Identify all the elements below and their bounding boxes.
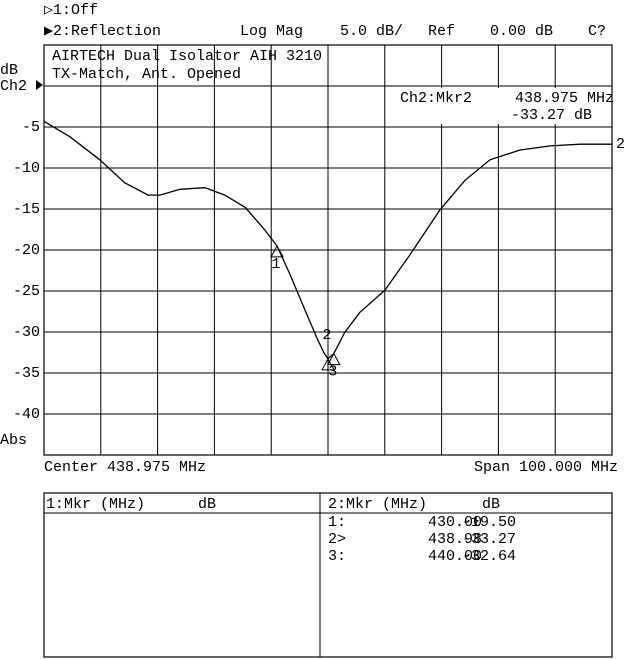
channel-label: Ch2 — [0, 78, 27, 95]
chart-title: AIRTECH Dual Isolator AIH 3210 — [52, 48, 322, 65]
y-tick-label: -40 — [13, 406, 40, 423]
ref-pointer — [36, 80, 43, 90]
table-rows: 1: 430.00-19.50 2> 438.98-33.27 3: 440.00-32.… — [328, 514, 516, 565]
active-marker-value: -33.27 dB — [511, 107, 592, 124]
marker — [270, 244, 284, 258]
table-cell: 440.00 — [428, 548, 482, 565]
active-marker-name: Ch2:Mkr2 — [400, 90, 472, 107]
y-tick-label: -35 — [13, 365, 40, 382]
graticule — [44, 45, 612, 455]
marker-table — [43, 492, 613, 658]
channel2-status: ▶2:Reflection — [44, 23, 161, 40]
table-cell: 1: — [328, 514, 346, 531]
y-tick-label: -25 — [13, 283, 40, 300]
table-header: 1:Mkr (MHz) — [46, 496, 145, 513]
center-frequency: Center 438.975 MHz — [44, 459, 206, 476]
y-footer: Abs — [0, 432, 27, 449]
y-tick-label: -20 — [13, 242, 40, 259]
table-cell: -32.64 — [462, 548, 516, 565]
y-tick-label: -30 — [13, 324, 40, 341]
table-cell: 438.98 — [428, 531, 482, 548]
marker-label: 2 — [323, 327, 332, 344]
table-cell: 2> — [328, 531, 346, 548]
y-unit: dB — [0, 62, 18, 79]
table-header: 2:Mkr (MHz) — [328, 496, 427, 513]
marker-label: 3 — [328, 364, 337, 381]
table-cell: -33.27 — [462, 531, 516, 548]
active-marker-frequency: 438.975 MHz — [515, 90, 614, 107]
format: Log Mag — [240, 23, 303, 40]
y-tick-label: -10 — [13, 160, 40, 177]
span: Span 100.000 MHz — [474, 459, 618, 476]
table-unit: dB — [482, 496, 500, 513]
marker-readout-bg — [398, 88, 610, 124]
chart-subtitle: TX-Match, Ant. Opened — [52, 66, 241, 83]
trace-label: 2 — [616, 136, 625, 153]
trace — [43, 120, 612, 360]
scale: 5.0 dB/ — [340, 23, 403, 40]
channel1-status: ▷1:Off — [44, 2, 98, 19]
table-cell: -19.50 — [462, 514, 516, 531]
marker — [326, 352, 341, 366]
y-tick-label: -15 — [13, 201, 40, 218]
marker-label: 1 — [272, 256, 281, 273]
ref-label: Ref — [428, 23, 455, 40]
table-cell: 430.00 — [428, 514, 482, 531]
y-tick-label: -5 — [22, 119, 40, 136]
ref-value: 0.00 dB — [490, 23, 553, 40]
status: C? — [588, 23, 606, 40]
table-cell: 3: — [328, 548, 346, 565]
table-unit: dB — [198, 496, 216, 513]
